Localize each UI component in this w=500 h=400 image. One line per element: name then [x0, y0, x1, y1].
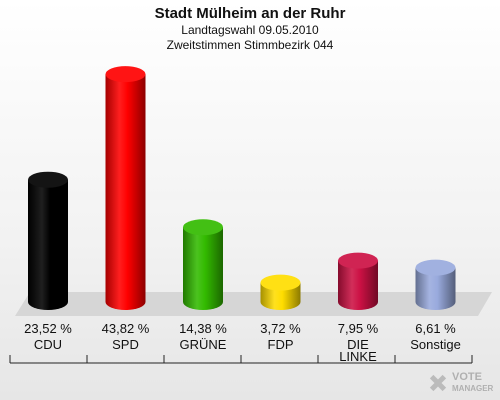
bar-cap	[338, 252, 378, 269]
bar-cap	[105, 66, 146, 83]
value-label-gr-ne: 14,38 %	[179, 321, 227, 336]
bar-fdp	[260, 274, 301, 310]
logo-text-manager: MANAGER	[452, 384, 494, 393]
category-label-gr-ne: GRÜNE	[180, 337, 227, 352]
category-label-sonstige: Sonstige	[410, 337, 461, 352]
bar-cap	[415, 259, 456, 276]
value-label-fdp: 3,72 %	[260, 321, 301, 336]
category-label-die-linke: LINKE	[339, 349, 377, 364]
bar-cap	[28, 171, 68, 188]
value-label-spd: 43,82 %	[102, 321, 150, 336]
bar-cap	[260, 274, 301, 291]
bar-cap	[183, 219, 223, 236]
value-label-cdu: 23,52 %	[24, 321, 72, 336]
bar-die-linke	[338, 252, 378, 310]
value-labels: 23,52 % 43,82 % 14,38 % 3,72 % 7,95 % 6,61 %	[24, 321, 456, 336]
category-label-fdp: FDP	[268, 337, 294, 352]
category-label-cdu: CDU	[34, 337, 62, 352]
value-label-sonstige: 6,61 %	[415, 321, 456, 336]
bar-series	[28, 66, 456, 310]
chart-title: Stadt Mülheim an der Ruhr	[154, 5, 346, 22]
bar-spd	[105, 66, 146, 310]
bar-body	[183, 227, 223, 310]
bar-body	[338, 260, 378, 310]
logo-text-vote: VOTE	[452, 371, 482, 383]
value-label-die-linke: 7,95 %	[338, 321, 379, 336]
chart-subtitle-district: Zweitstimmen Stimmbezirk 044	[166, 38, 334, 52]
bar-body	[105, 74, 146, 310]
chart-subtitle-election: Landtagswahl 09.05.2010	[181, 23, 319, 37]
bar-body	[415, 267, 456, 310]
category-label-die-linke: DIE	[347, 337, 369, 352]
bar-gr-ne	[183, 219, 223, 310]
category-label-spd: SPD	[112, 337, 139, 352]
bar-body	[28, 179, 68, 310]
vote-manager-logo: VOTE MANAGER	[429, 371, 494, 393]
bar-cdu	[28, 171, 68, 310]
bar-sonstige	[415, 259, 456, 310]
